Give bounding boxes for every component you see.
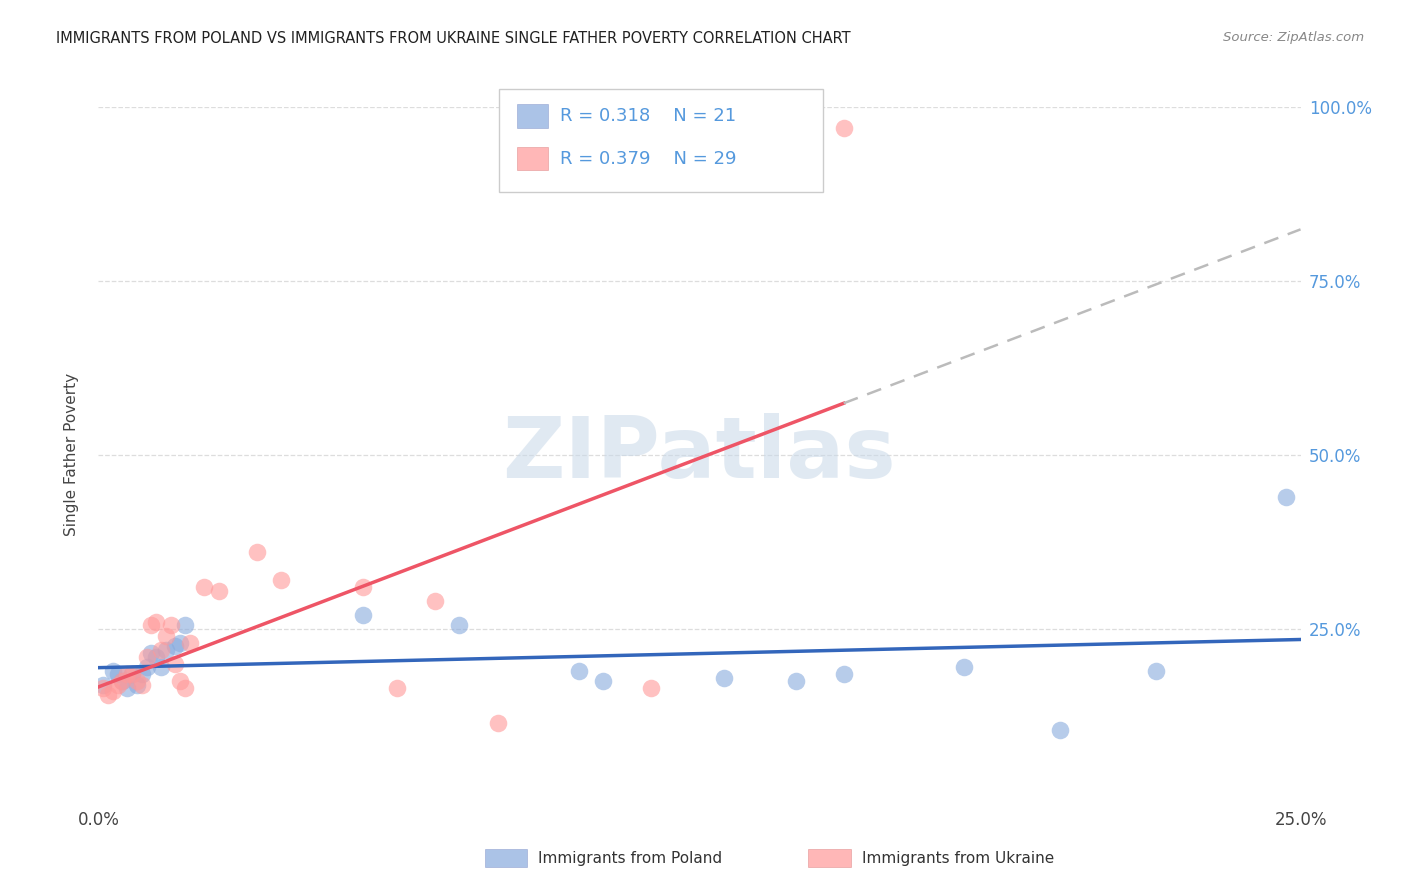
Text: Immigrants from Ukraine: Immigrants from Ukraine [862, 851, 1054, 865]
Point [91, 681, 114, 695]
Point [385, 681, 408, 695]
Point [149, 660, 172, 674]
Point [270, 573, 292, 587]
Point [1275, 490, 1298, 504]
Point [1049, 723, 1071, 737]
Point [193, 580, 215, 594]
Point [111, 674, 134, 689]
Point [141, 618, 163, 632]
Point [155, 642, 177, 657]
Point [145, 649, 167, 664]
Point [592, 674, 614, 689]
Point [155, 629, 177, 643]
Point [97, 688, 120, 702]
Point [169, 674, 191, 689]
Point [141, 646, 163, 660]
Y-axis label: Single Father Poverty: Single Father Poverty [65, 374, 79, 536]
Point [159, 618, 181, 632]
Point [121, 667, 143, 681]
Point [111, 674, 134, 689]
Point [352, 580, 374, 594]
Point [352, 607, 374, 622]
Point [208, 583, 231, 598]
Point [179, 636, 201, 650]
Point [165, 657, 187, 671]
Text: R = 0.379    N = 29: R = 0.379 N = 29 [560, 150, 737, 168]
Point [165, 639, 187, 653]
Point [447, 618, 470, 632]
Point [640, 681, 662, 695]
Point [423, 594, 446, 608]
Point [568, 664, 591, 678]
Point [174, 618, 197, 632]
Point [713, 671, 735, 685]
Point [486, 715, 509, 730]
Text: ZIPatlas: ZIPatlas [502, 413, 897, 497]
Point [832, 120, 855, 135]
Point [107, 667, 129, 681]
Point [131, 677, 153, 691]
Point [135, 660, 157, 674]
Point [135, 649, 157, 664]
Point [832, 667, 855, 681]
Point [149, 642, 172, 657]
Point [107, 677, 129, 691]
Text: Source: ZipAtlas.com: Source: ZipAtlas.com [1223, 31, 1364, 45]
Point [117, 667, 139, 681]
Point [174, 681, 197, 695]
Point [101, 664, 124, 678]
Text: Immigrants from Poland: Immigrants from Poland [538, 851, 723, 865]
Point [117, 681, 139, 695]
Point [1144, 664, 1167, 678]
Point [131, 667, 153, 681]
Point [125, 674, 148, 689]
Text: R = 0.318    N = 21: R = 0.318 N = 21 [560, 107, 735, 125]
Point [91, 677, 114, 691]
Text: IMMIGRANTS FROM POLAND VS IMMIGRANTS FROM UKRAINE SINGLE FATHER POVERTY CORRELAT: IMMIGRANTS FROM POLAND VS IMMIGRANTS FRO… [56, 31, 851, 46]
Point [121, 667, 143, 681]
Point [101, 684, 124, 698]
Point [169, 636, 191, 650]
Point [145, 615, 167, 629]
Point [953, 660, 976, 674]
Point [246, 545, 269, 559]
Point [125, 677, 148, 691]
Point [785, 674, 807, 689]
